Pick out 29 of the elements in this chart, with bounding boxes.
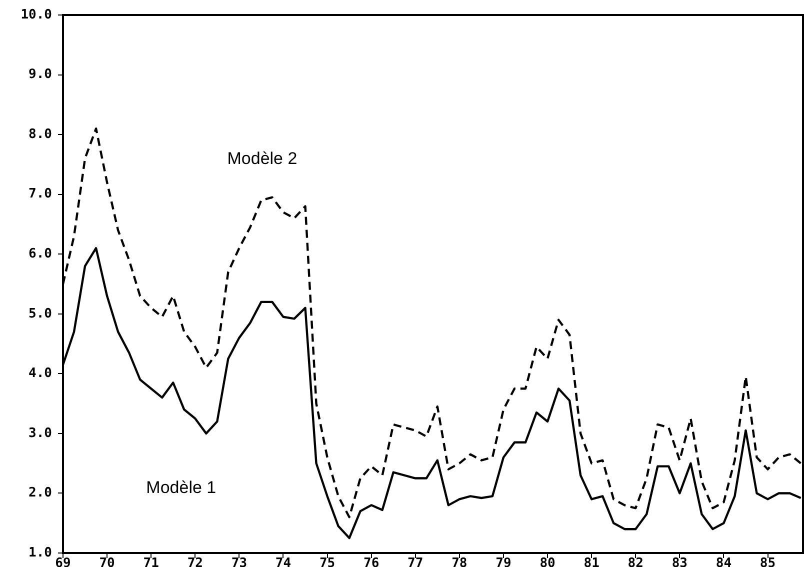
y-tick-label: 2.0: [28, 486, 52, 501]
y-tick-label: 8.0: [28, 126, 52, 142]
y-tick-label: 10.0: [20, 7, 52, 22]
y-tick-label: 1.0: [28, 545, 52, 560]
x-tick-label: 77: [408, 556, 424, 567]
x-tick-label: 79: [496, 556, 512, 567]
x-tick-label: 81: [584, 556, 600, 567]
x-tick-label: 71: [143, 556, 160, 567]
y-tick-label: 7.0: [28, 186, 52, 202]
x-tick-label: 82: [628, 556, 644, 567]
y-tick-label: 4.0: [28, 366, 52, 382]
x-tick-label: 69: [55, 556, 71, 567]
y-tick-label: 3.0: [28, 426, 52, 441]
x-tick-label: 70: [99, 556, 116, 567]
x-tick-label: 74: [275, 556, 292, 567]
x-tick-label: 73: [231, 556, 248, 567]
y-tick-label: 6.0: [28, 246, 52, 262]
text: Modèle 1: [146, 478, 216, 498]
x-tick-label: 80: [540, 556, 556, 567]
x-tick-label: 75: [319, 556, 336, 567]
x-tick-label: 78: [452, 556, 468, 567]
y-tick-label: 5.0: [28, 306, 52, 322]
x-tick-label: 76: [364, 556, 380, 567]
x-tick-label: 72: [187, 556, 203, 567]
text: Modèle 2: [227, 149, 298, 168]
x-tick-label: 85: [760, 556, 776, 567]
y-tick-label: 9.0: [28, 67, 52, 82]
x-tick-label: 83: [672, 556, 688, 567]
x-tick-label: 84: [716, 556, 732, 567]
